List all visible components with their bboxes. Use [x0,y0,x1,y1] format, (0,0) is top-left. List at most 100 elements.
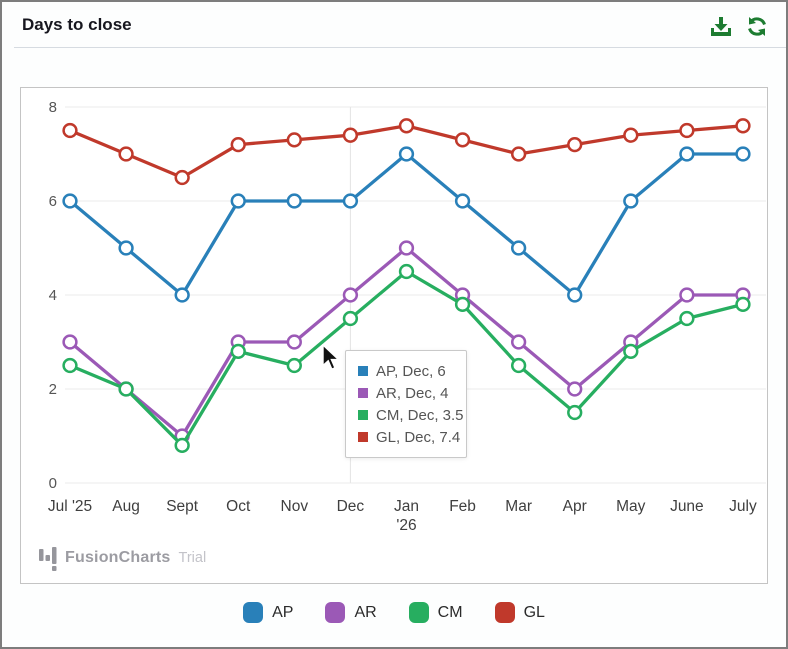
data-point-cm[interactable] [735,296,751,313]
data-point-ar[interactable] [398,240,415,256]
data-point-ap[interactable] [454,193,471,209]
data-point-cm[interactable] [342,310,359,327]
data-point-gl[interactable] [398,118,415,134]
fusioncharts-watermark[interactable]: FusionCharts Trial [39,545,206,571]
data-point-gl[interactable] [735,118,751,134]
data-point-ap[interactable] [398,146,415,162]
fusioncharts-logo-icon [39,547,57,571]
tooltip-series-swatch [358,388,368,398]
x-axis-category-label: Aug [112,498,140,515]
y-axis-tick-label: 6 [49,193,57,210]
y-axis-tick-label: 0 [49,475,57,492]
tooltip-series-swatch [358,366,368,376]
legend-label: CM [437,603,463,621]
legend-swatch [325,602,346,623]
x-axis-category-label: May [616,498,646,515]
chart-container: 0 2 4 6 8 Jul '25 Aug Sept Oct Nov Dec Jan '26 Feb Mar… [20,87,768,584]
tooltip-row-text: CM, Dec, 3.5 [376,406,464,424]
data-point-cm[interactable] [398,263,415,280]
tooltip-row: CM, Dec, 3.5 [358,404,464,426]
legend-swatch [243,602,264,623]
data-point-cm[interactable] [567,404,583,421]
tooltip-series-swatch [358,432,368,442]
data-point-gl[interactable] [118,146,134,162]
download-icon[interactable] [710,16,732,37]
data-point-ap[interactable] [62,193,78,209]
tooltip-row-text: GL, Dec, 7.4 [376,428,461,446]
data-point-gl[interactable] [567,136,583,153]
data-point-cm[interactable] [62,357,78,374]
tooltip-row-text: AR, Dec, 4 [376,384,449,402]
legend-label: AP [272,603,294,621]
data-point-ar[interactable] [510,334,527,350]
data-point-gl[interactable] [286,132,302,148]
data-point-cm[interactable] [230,343,246,360]
data-point-cm[interactable] [174,437,190,454]
data-point-cm[interactable] [623,343,639,360]
data-point-gl[interactable] [174,169,190,186]
legend-item-ar[interactable]: AR [325,602,377,623]
legend-label: AR [354,603,377,621]
refresh-icon[interactable] [746,16,768,37]
data-point-ap[interactable] [286,193,302,209]
x-axis-category-label: July [729,498,757,515]
header-divider [14,47,786,48]
data-point-ap[interactable] [679,146,695,162]
tooltip-series-swatch [358,410,368,420]
data-point-gl[interactable] [623,127,639,143]
data-point-gl[interactable] [454,132,471,148]
data-point-ar[interactable] [286,334,302,350]
tooltip-row-text: AP, Dec, 6 [376,362,446,380]
tooltip-row: AR, Dec, 4 [358,382,454,404]
data-point-ap[interactable] [510,240,527,256]
x-axis-category-label: Mar [505,498,532,515]
x-axis-category-label: Jan '26 [394,498,419,534]
data-point-cm[interactable] [679,310,695,327]
data-point-gl[interactable] [230,136,246,153]
page-title: Days to close [22,15,132,34]
legend-item-cm[interactable]: CM [408,602,463,623]
data-point-cm[interactable] [118,381,134,397]
data-point-gl[interactable] [679,122,695,139]
header-actions [710,16,768,37]
data-point-ap[interactable] [623,193,639,209]
x-axis-category-label: Apr [563,498,587,515]
data-point-gl[interactable] [342,127,359,143]
chart-svg[interactable]: 0 2 4 6 8 Jul '25 Aug Sept Oct Nov Dec Jan '26 Feb Mar… [21,88,767,583]
data-point-ap[interactable] [342,193,359,209]
data-point-ap[interactable] [567,287,583,303]
x-axis-category-label: June [670,498,704,515]
y-axis-tick-label: 2 [49,381,57,398]
tooltip: AP, Dec, 6 AR, Dec, 4 CM, Dec, 3.5 GL, Dec,… [345,350,467,458]
x-axis-category-label: Jul '25 [48,498,92,515]
data-point-ar[interactable] [62,334,78,350]
y-axis-tick-label: 4 [49,287,57,304]
data-point-ar[interactable] [567,381,583,397]
data-point-ap[interactable] [230,193,246,209]
data-point-cm[interactable] [286,357,302,374]
legend-swatch [408,602,429,623]
data-point-ar[interactable] [679,287,695,303]
tooltip-row: GL, Dec, 7.4 [358,426,460,448]
data-point-ap[interactable] [735,146,751,162]
legend: AP AR CM GL [2,602,786,623]
legend-item-ap[interactable]: AP [243,602,293,623]
data-point-ar[interactable] [342,287,359,303]
data-point-ap[interactable] [174,287,190,303]
legend-swatch [494,602,515,623]
data-point-gl[interactable] [510,146,527,162]
x-axis-category-label: Oct [226,498,251,515]
data-point-gl[interactable] [62,122,78,139]
legend-item-gl[interactable]: GL [494,602,545,623]
tooltip-row: AP, Dec, 6 [358,360,454,382]
x-axis-category-label: Dec [337,498,365,515]
watermark-brand: FusionCharts [65,549,171,566]
legend-label: GL [523,603,545,621]
data-point-cm[interactable] [510,357,527,374]
y-axis-tick-label: 8 [49,99,57,116]
x-axis-category-label: Sept [166,498,199,515]
data-point-cm[interactable] [454,296,471,313]
x-axis-category-label: Feb [449,498,476,515]
data-point-ap[interactable] [118,240,134,256]
